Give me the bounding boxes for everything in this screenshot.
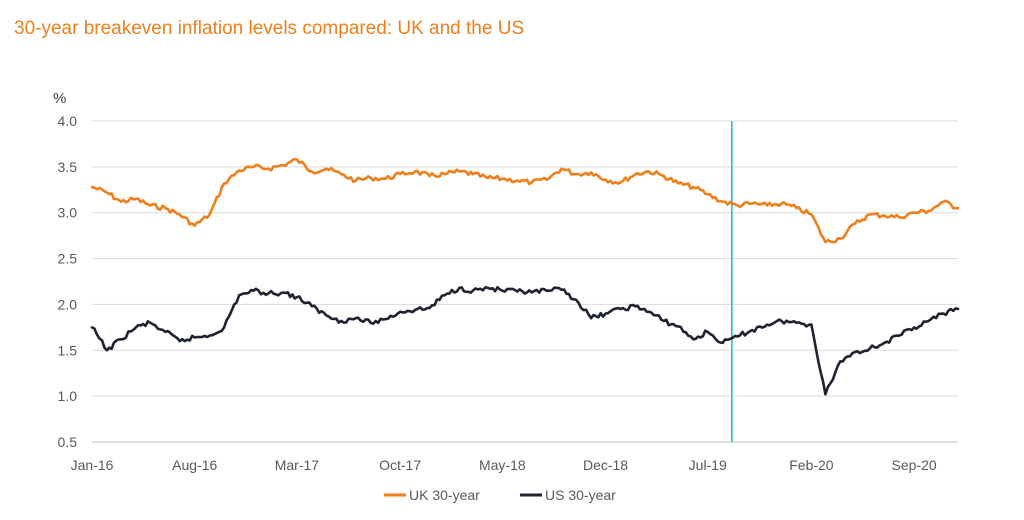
y-tick-label: 1.5 bbox=[58, 342, 78, 358]
x-axis-ticks: Jan-16 Aug-16 Mar-17 Oct-17 May-18 Dec-18 Jul-… bbox=[71, 457, 937, 473]
x-tick-label: Jan-16 bbox=[71, 457, 114, 473]
y-axis-label: % bbox=[53, 90, 66, 107]
x-tick-label: Oct-17 bbox=[379, 457, 421, 473]
y-tick-label: 2.5 bbox=[58, 251, 78, 267]
legend: UK 30-year US 30-year bbox=[384, 487, 616, 503]
legend-label: UK 30-year bbox=[409, 487, 480, 503]
x-tick-label: Jul-19 bbox=[689, 457, 727, 473]
y-tick-label: 4.0 bbox=[58, 113, 78, 129]
legend-label: US 30-year bbox=[545, 487, 616, 503]
x-tick-label: Aug-16 bbox=[172, 457, 217, 473]
chart-title: 30-year breakeven inflation levels compa… bbox=[14, 18, 525, 39]
y-axis-ticks: 4.0 3.5 3.0 2.5 2.0 1.5 1.0 0.5 bbox=[58, 113, 78, 450]
x-tick-label: Sep-20 bbox=[892, 457, 937, 473]
series-lines bbox=[90, 157, 960, 396]
y-tick-label: 1.0 bbox=[58, 388, 78, 404]
series-line-us bbox=[90, 286, 960, 396]
y-tick-label: 3.0 bbox=[58, 205, 78, 221]
y-tick-label: 0.5 bbox=[58, 434, 78, 450]
x-tick-label: Feb-20 bbox=[789, 457, 834, 473]
y-tick-label: 3.5 bbox=[58, 159, 78, 175]
series-line-uk bbox=[90, 157, 960, 244]
x-tick-label: May-18 bbox=[479, 457, 526, 473]
x-tick-label: Mar-17 bbox=[275, 457, 320, 473]
gridlines bbox=[92, 120, 958, 443]
x-tick-label: Dec-18 bbox=[583, 457, 628, 473]
y-tick-label: 2.0 bbox=[58, 296, 78, 312]
